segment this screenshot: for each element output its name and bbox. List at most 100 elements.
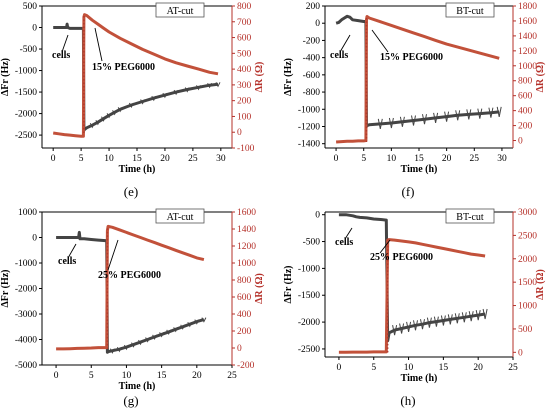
y-right-tick-label: 1200 bbox=[518, 47, 537, 57]
x-axis-label: Time (h) bbox=[401, 373, 438, 384]
y-right-tick-label: 1200 bbox=[237, 242, 256, 252]
cells-annotation: cells bbox=[52, 50, 70, 61]
y-left-tick-label: -1000 bbox=[15, 259, 37, 269]
x-tick-label: 0 bbox=[54, 371, 59, 381]
treatment-arrow bbox=[371, 29, 389, 53]
x-tick-label: 0 bbox=[337, 363, 342, 373]
treatment-annotation: 25% PEG6000 bbox=[98, 270, 161, 281]
x-tick-label: 5 bbox=[79, 154, 84, 164]
cut-label-box bbox=[445, 208, 495, 224]
y-right-tick-label: 3000 bbox=[518, 208, 537, 218]
y-right-tick-label: -200 bbox=[237, 361, 255, 371]
y-right-axis-label: ΔR (Ω) bbox=[535, 269, 546, 300]
treatment-arrow bbox=[94, 27, 103, 62]
y-right-axis-label: ΔR (Ω) bbox=[535, 62, 546, 93]
x-tick-label: 10 bbox=[122, 371, 132, 381]
y-right-tick-label: 500 bbox=[518, 325, 533, 335]
y-right-axis-label: ΔR (Ω) bbox=[254, 62, 265, 93]
chart-panel-h: 0 5 10 15 20 25 Time (h) 0 -500 -1000 -1500 -2000 -2… bbox=[283, 208, 546, 408]
cells-arrow bbox=[61, 34, 69, 53]
y-left-tick-label: -2000 bbox=[298, 318, 320, 328]
delta-r-series-line bbox=[56, 224, 205, 351]
crystal-cut-label: BT-cut bbox=[456, 212, 484, 223]
x-axis-label: Time (h) bbox=[401, 164, 438, 175]
y-left-tick-label: -200 bbox=[303, 36, 321, 46]
y-left-tick-label: -1500 bbox=[15, 88, 37, 98]
cells-annotation: cells bbox=[330, 50, 348, 61]
x-tick-label: 20 bbox=[192, 371, 202, 381]
cut-label-box bbox=[155, 2, 205, 18]
y-left-tick-label: -3000 bbox=[15, 310, 37, 320]
delta-fr-series-line bbox=[53, 22, 219, 132]
x-tick-label: 25 bbox=[188, 154, 198, 164]
y-left-tick-label: -2000 bbox=[15, 285, 37, 295]
cut-label-box bbox=[155, 208, 205, 224]
y-left-axis-label: ΔFr (Hz) bbox=[0, 58, 11, 96]
y-right-tick-label: 400 bbox=[237, 65, 252, 75]
y-right-tick-label: 0 bbox=[237, 128, 242, 138]
y-left-tick-label: 0 bbox=[32, 24, 37, 34]
y-left-tick-label: -1000 bbox=[298, 264, 320, 274]
x-axis-label: Time (h) bbox=[119, 164, 156, 175]
y-right-tick-label: 1800 bbox=[518, 2, 537, 12]
y-right-tick-label: 300 bbox=[237, 81, 252, 91]
y-right-tick-label: 200 bbox=[237, 97, 252, 107]
y-left-tick-label: -2500 bbox=[298, 345, 320, 355]
y-right-tick-label: 1000 bbox=[518, 62, 537, 72]
y-left-tick-label: 0 bbox=[32, 234, 37, 244]
delta-fr-series-line bbox=[335, 14, 500, 128]
delta-fr-series-line bbox=[338, 213, 486, 343]
x-tick-label: 0 bbox=[334, 154, 339, 164]
treatment-annotation: 15% PEG6000 bbox=[380, 52, 443, 63]
y-right-tick-label: 1400 bbox=[237, 225, 256, 235]
y-right-tick-label: 400 bbox=[237, 310, 252, 320]
y-left-tick-label: -1400 bbox=[298, 140, 320, 150]
y-right-tick-label: 1600 bbox=[518, 17, 537, 27]
x-tick-label: 15 bbox=[157, 371, 167, 381]
x-axis-label: Time (h) bbox=[119, 381, 156, 392]
y-right-axis-label: ΔR (Ω) bbox=[254, 273, 265, 304]
treatment-arrow bbox=[107, 239, 119, 271]
y-right-tick-label: 200 bbox=[237, 327, 252, 337]
delta-fr-noise bbox=[89, 82, 221, 129]
x-tick-label: 20 bbox=[442, 154, 452, 164]
y-left-tick-label: 0 bbox=[315, 19, 320, 29]
y-right-tick-label: 200 bbox=[518, 122, 533, 132]
y-right-tick-label: 600 bbox=[237, 34, 252, 44]
y-left-tick-label: -2000 bbox=[15, 110, 37, 120]
y-left-tick-label: -400 bbox=[303, 54, 321, 64]
x-tick-label: 10 bbox=[404, 363, 414, 373]
y-right-tick-label: 1400 bbox=[518, 32, 537, 42]
cut-label-box bbox=[445, 2, 495, 18]
x-tick-label: 5 bbox=[361, 154, 366, 164]
y-right-tick-label: 700 bbox=[237, 18, 252, 28]
y-right-tick-label: 800 bbox=[237, 2, 252, 12]
delta-r-series-line bbox=[338, 238, 486, 354]
y-left-tick-label: -2500 bbox=[15, 131, 37, 141]
y-left-tick-label: 200 bbox=[306, 2, 321, 12]
y-right-tick-label: 800 bbox=[237, 276, 252, 286]
y-left-axis-label: ΔFr (Hz) bbox=[283, 58, 294, 96]
cells-arrow bbox=[344, 227, 353, 240]
treatment-annotation: 25% PEG6000 bbox=[370, 252, 433, 263]
y-left-tick-label: 500 bbox=[23, 2, 38, 12]
y-left-tick-label: -4000 bbox=[15, 336, 37, 346]
cells-arrow bbox=[67, 243, 77, 259]
x-tick-label: 30 bbox=[216, 154, 226, 164]
delta-fr-noise bbox=[392, 308, 488, 336]
y-left-tick-label: -500 bbox=[303, 238, 321, 248]
y-left-tick-label: -1500 bbox=[298, 291, 320, 301]
y-right-tick-label: 100 bbox=[237, 112, 252, 122]
y-right-tick-label: 400 bbox=[518, 107, 533, 117]
y-left-tick-label: -1000 bbox=[298, 105, 320, 115]
y-right-tick-label: 2500 bbox=[518, 231, 537, 241]
y-right-tick-label: 1600 bbox=[237, 208, 256, 218]
panel-label: (g) bbox=[123, 393, 138, 408]
x-tick-label: 5 bbox=[371, 363, 376, 373]
delta-r-series-line bbox=[52, 13, 219, 138]
delta-fr-series-line bbox=[56, 230, 205, 354]
y-right-tick-label: 500 bbox=[237, 49, 252, 59]
x-tick-label: 15 bbox=[414, 154, 424, 164]
crystal-cut-label: AT-cut bbox=[167, 212, 194, 223]
